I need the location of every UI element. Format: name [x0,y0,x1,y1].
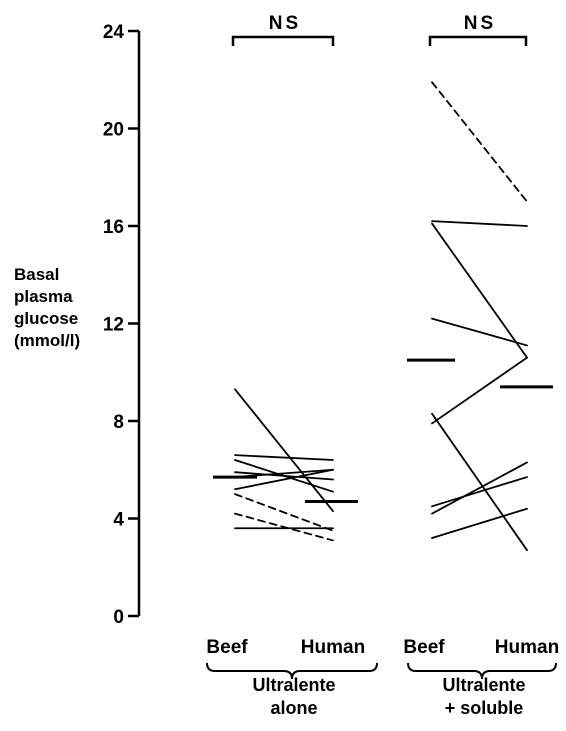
subject-line [431,412,528,552]
subject-line [234,468,334,491]
significance-label: NS [269,13,301,34]
subject-line [431,356,528,425]
subject-line [431,476,528,508]
subject-line [234,388,334,513]
subject-line [431,461,528,515]
subject-line [431,507,528,539]
y-tick-label: 12 [103,315,124,336]
subject-line [431,222,528,359]
x-category-beef: Beef [206,637,248,658]
group-brace [407,662,557,680]
paired-lines [234,81,528,552]
x-category-human: Human [301,637,365,658]
y-tick-label: 0 [113,607,124,628]
y-axis-label-line: glucose [14,309,78,328]
y-tick-label: 8 [113,412,124,433]
subject-line [234,471,334,481]
y-axis-label-line: (mmol/l) [14,331,80,350]
subject-line [431,220,528,227]
group-label-line: + soluble [445,698,524,718]
subject-line [431,317,528,347]
mean-markers [213,358,553,503]
subject-line [234,512,334,542]
y-axis-label: Basal plasma glucose (mmol/l) [14,265,80,350]
group-brace [206,662,378,680]
y-tick-label: 16 [103,217,124,238]
x-category-labels: Beef Human Beef Human [206,637,559,658]
significance-label: NS [464,13,496,34]
significance-bracket [428,35,528,46]
group-labels: Ultralente alone Ultralente + soluble [206,662,557,718]
y-tick-label: 4 [113,510,124,531]
y-axis-label-line: plasma [14,287,73,306]
subject-line [234,493,334,532]
y-axis-label-line: Basal [14,265,59,284]
x-category-human: Human [495,637,559,658]
x-category-beef: Beef [403,637,445,658]
y-tick-label: 24 [103,22,125,43]
subject-line [431,81,528,203]
y-tick-label: 20 [103,120,124,141]
y-tick-labels: 0 4 8 12 16 20 24 [103,22,125,628]
subject-line [234,454,334,461]
y-axis [128,29,141,618]
significance-brackets: NS NS [231,13,528,46]
group-label-line: Ultralente [442,675,525,695]
significance-bracket [231,35,335,46]
group-label-line: Ultralente [252,675,335,695]
group-label-line: alone [270,698,317,718]
